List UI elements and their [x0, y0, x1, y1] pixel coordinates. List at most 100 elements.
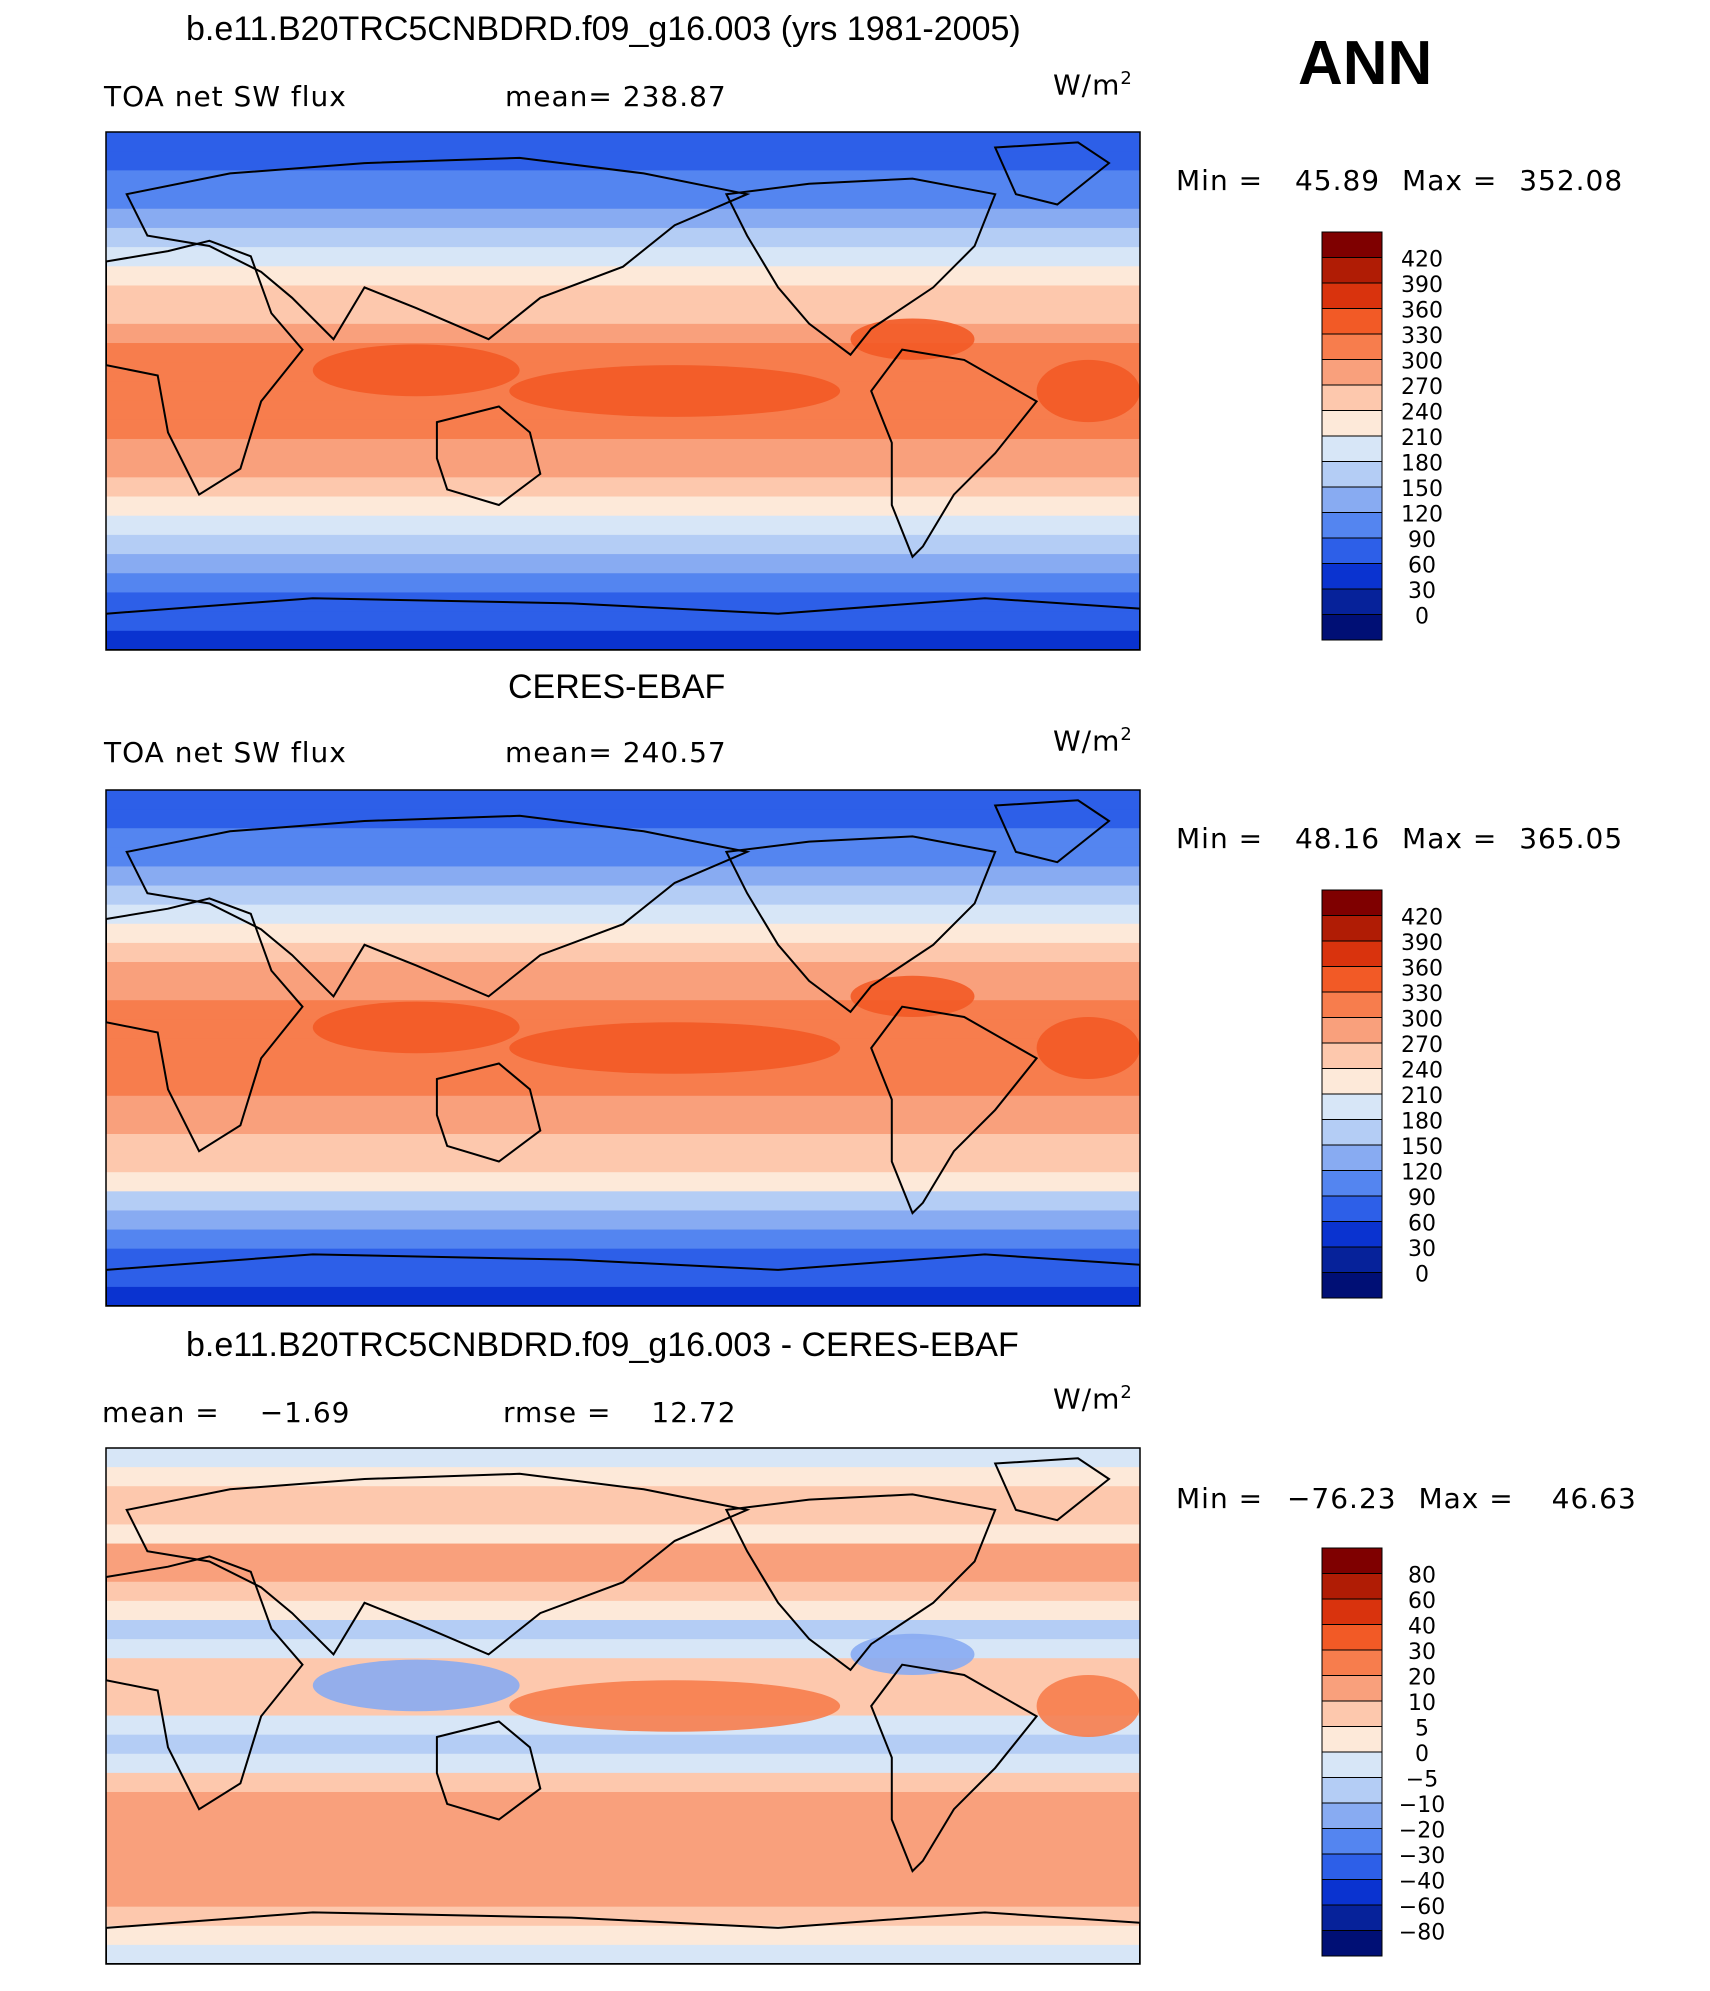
colorbar-swatch: [1321, 563, 1383, 590]
colorbar-swatch: [1321, 1119, 1383, 1146]
colorbar-tick-label: 30: [1408, 1640, 1436, 1665]
colorbar-swatch: [1321, 359, 1383, 386]
zonal-band: [106, 1114, 1140, 1135]
colorbar-swatch: [1321, 1700, 1383, 1727]
panel2-title: CERES-EBAF: [508, 668, 726, 706]
map-panel-3: [105, 1447, 1141, 1965]
zonal-band: [106, 1153, 1140, 1174]
colorbar-tick-label: 270: [1401, 1033, 1443, 1058]
panel3-rmse-value: 12.72: [651, 1396, 737, 1429]
colorbar-tick-label: 360: [1401, 957, 1443, 982]
zonal-band: [106, 266, 1140, 287]
colorbar-tick-label: 330: [1401, 324, 1443, 349]
zonal-band: [106, 1887, 1140, 1908]
colorbar-swatch: [1321, 1828, 1383, 1855]
colorbar-tick-label: 150: [1401, 477, 1443, 502]
zonal-band: [106, 1906, 1140, 1927]
zonal-band: [106, 1095, 1140, 1116]
colorbar-tick-label: 80: [1408, 1564, 1436, 1589]
colorbar-tick-label: 390: [1401, 931, 1443, 956]
coastline: [993, 799, 1111, 864]
panel3-rmse: rmse = 12.72: [503, 1396, 737, 1429]
zonal-band: [106, 1448, 1140, 1469]
zonal-band: [106, 1600, 1140, 1621]
zonal-band: [106, 1811, 1140, 1832]
colorbar-swatch: [1321, 1802, 1383, 1829]
colorbar-tick-label: −20: [1399, 1819, 1445, 1844]
colorbar-swatch: [1321, 1195, 1383, 1222]
panel2-max-value: 365.05: [1519, 822, 1624, 855]
colorbar-swatch: [1321, 1675, 1383, 1702]
map-panel-1: [105, 131, 1141, 651]
coastline: [435, 1720, 542, 1821]
zonal-band: [106, 1543, 1140, 1564]
zonal-band: [106, 1248, 1140, 1269]
zonal-band: [106, 1505, 1140, 1526]
colorbar-swatch: [1321, 537, 1383, 564]
zonal-band: [106, 208, 1140, 229]
colorbar-swatch: [1321, 940, 1383, 967]
colorbar-tick-label: 210: [1401, 426, 1443, 451]
zonal-band: [106, 1210, 1140, 1231]
colorbar-swatch: [1321, 257, 1383, 284]
colorbar-swatch: [1321, 614, 1383, 641]
field-feature: [312, 1001, 520, 1054]
zonal-band: [106, 1658, 1140, 1679]
zonal-band: [106, 151, 1140, 172]
zonal-band: [106, 1172, 1140, 1193]
panel3-title: b.e11.B20TRC5CNBDRD.f09_g16.003 - CERES-…: [186, 1326, 1019, 1364]
colorbar-tick-label: 150: [1401, 1135, 1443, 1160]
colorbar-swatch: [1321, 282, 1383, 309]
colorbar-tick-label: 30: [1408, 1237, 1436, 1262]
map-frame: [105, 789, 1141, 1307]
zonal-band: [106, 1639, 1140, 1660]
field-feature: [1036, 359, 1140, 423]
panel1-title: b.e11.B20TRC5CNBDRD.f09_g16.003 (yrs 198…: [186, 10, 1021, 48]
colorbar-tick-label: 330: [1401, 982, 1443, 1007]
colorbar-swatch: [1321, 461, 1383, 488]
zonal-band: [106, 1134, 1140, 1155]
colorbar-swatch: [1321, 1726, 1383, 1753]
panel1-unit: W/m2: [1053, 68, 1133, 102]
colorbar-swatch: [1321, 1930, 1383, 1957]
zonal-band: [106, 1191, 1140, 1212]
zonal-band: [106, 458, 1140, 479]
field-feature: [509, 365, 841, 417]
colorbar-swatch: [1321, 1068, 1383, 1095]
zonal-band: [106, 227, 1140, 249]
panel3-minmax: Min = −76.23 Max = 46.63: [1176, 1482, 1637, 1515]
zonal-band: [106, 904, 1140, 925]
colorbar-tick-label: 60: [1408, 1212, 1436, 1237]
zonal-band: [106, 809, 1140, 830]
coastline: [724, 177, 997, 357]
panel3-max-value: 46.63: [1551, 1482, 1637, 1515]
colorbar-swatch: [1321, 966, 1383, 993]
coastline: [724, 1493, 997, 1672]
coastline: [870, 348, 1039, 559]
zonal-band: [106, 419, 1140, 440]
panel3-mean-value: −1.69: [259, 1396, 351, 1429]
zonal-band: [106, 477, 1140, 498]
panel1-max-value: 352.08: [1519, 164, 1624, 197]
coastline: [724, 835, 997, 1014]
zonal-band: [106, 1753, 1140, 1774]
coastline: [125, 156, 751, 341]
panel2-min-value: 48.16: [1294, 822, 1381, 855]
field-feature: [509, 1680, 841, 1732]
zonal-band: [106, 573, 1140, 594]
zonal-band: [106, 1076, 1140, 1097]
zonal-band: [106, 923, 1140, 944]
colorbar-tick-label: 30: [1408, 579, 1436, 604]
colorbar-tick-label: 390: [1401, 273, 1443, 298]
colorbar-swatch: [1321, 1573, 1383, 1600]
coastline: [125, 1472, 751, 1657]
zonal-band: [106, 1286, 1140, 1306]
colorbar-swatch: [1321, 435, 1383, 462]
zonal-band: [106, 304, 1140, 325]
colorbar-tick-label: −80: [1399, 1921, 1445, 1946]
panel1-variable: TOA net SW flux: [104, 80, 347, 113]
panel2-max-label: Max =: [1402, 822, 1498, 855]
zonal-band: [106, 1944, 1140, 1964]
